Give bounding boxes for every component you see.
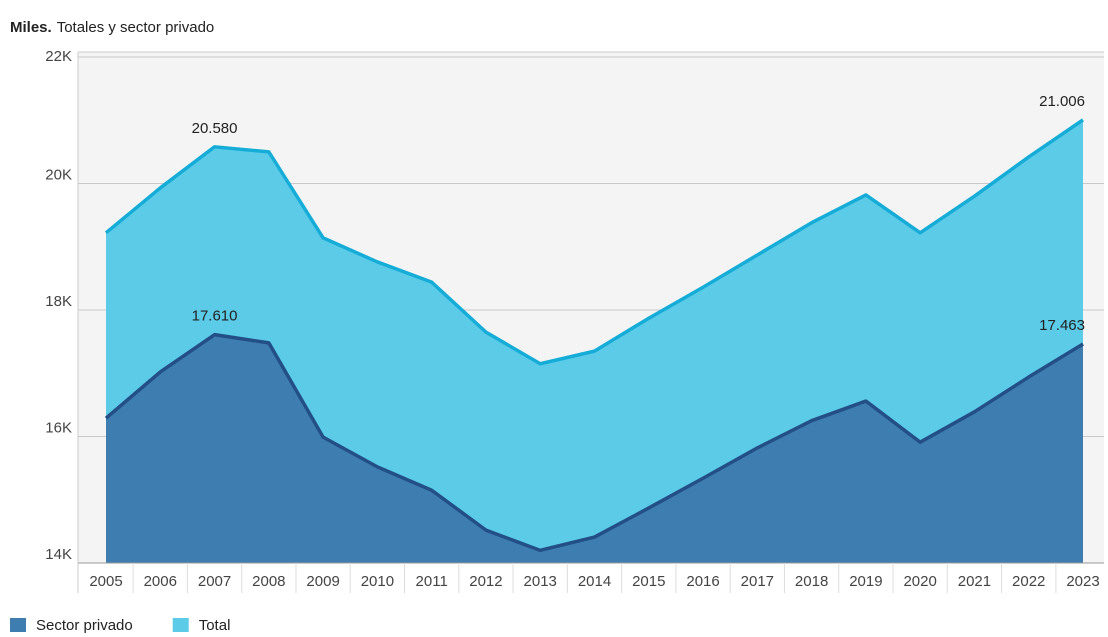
x-tick-label: 2005 bbox=[89, 573, 122, 590]
legend-label: Total bbox=[199, 617, 231, 634]
y-tick-label: 14K bbox=[45, 546, 72, 563]
line bbox=[104, 118, 1084, 366]
x-tick-label: 2011 bbox=[416, 573, 448, 590]
x-tick-label: 2017 bbox=[741, 573, 774, 590]
x-tick-label: 2020 bbox=[903, 573, 936, 590]
data-label: 20.580 bbox=[192, 120, 238, 137]
data-label: 21.006 bbox=[1039, 93, 1085, 110]
x-tick-label: 2021 bbox=[958, 573, 991, 590]
x-tick-label: 2010 bbox=[361, 573, 394, 590]
x-tick-label: 2015 bbox=[632, 573, 665, 590]
y-tick-label: 22K bbox=[45, 48, 72, 65]
x-tick-label: 2006 bbox=[144, 573, 177, 590]
y-tick-label: 18K bbox=[45, 293, 72, 310]
x-tick-label: 2008 bbox=[252, 573, 285, 590]
y-tick-label: 20K bbox=[45, 166, 72, 183]
legend-swatch bbox=[10, 618, 26, 632]
y-tick-label: 16K bbox=[45, 419, 72, 436]
data-label: 17.610 bbox=[192, 308, 238, 325]
x-tick-label: 2013 bbox=[524, 573, 557, 590]
chart-title: Miles. Totales y sector privado bbox=[10, 19, 214, 36]
x-tick-label: 2009 bbox=[306, 573, 339, 590]
x-tick-label: 2016 bbox=[686, 573, 719, 590]
x-tick-label: 2018 bbox=[795, 573, 828, 590]
line bbox=[104, 332, 1084, 553]
data-label: 17.463 bbox=[1039, 317, 1085, 334]
subtitle: Totales y sector privado bbox=[57, 19, 215, 36]
x-tick-label: 2007 bbox=[198, 573, 231, 590]
title: Miles. bbox=[10, 19, 52, 36]
x-tick-label: 2019 bbox=[849, 573, 882, 590]
x-tick-label: 2022 bbox=[1012, 573, 1045, 590]
x-tick-label: 2012 bbox=[469, 573, 502, 590]
area bbox=[106, 334, 1083, 563]
x-tick-label: 2014 bbox=[578, 573, 611, 590]
legend-label: Sector privado bbox=[36, 617, 133, 634]
x-tick-label: 2023 bbox=[1066, 573, 1099, 590]
legend-swatch bbox=[172, 618, 189, 632]
